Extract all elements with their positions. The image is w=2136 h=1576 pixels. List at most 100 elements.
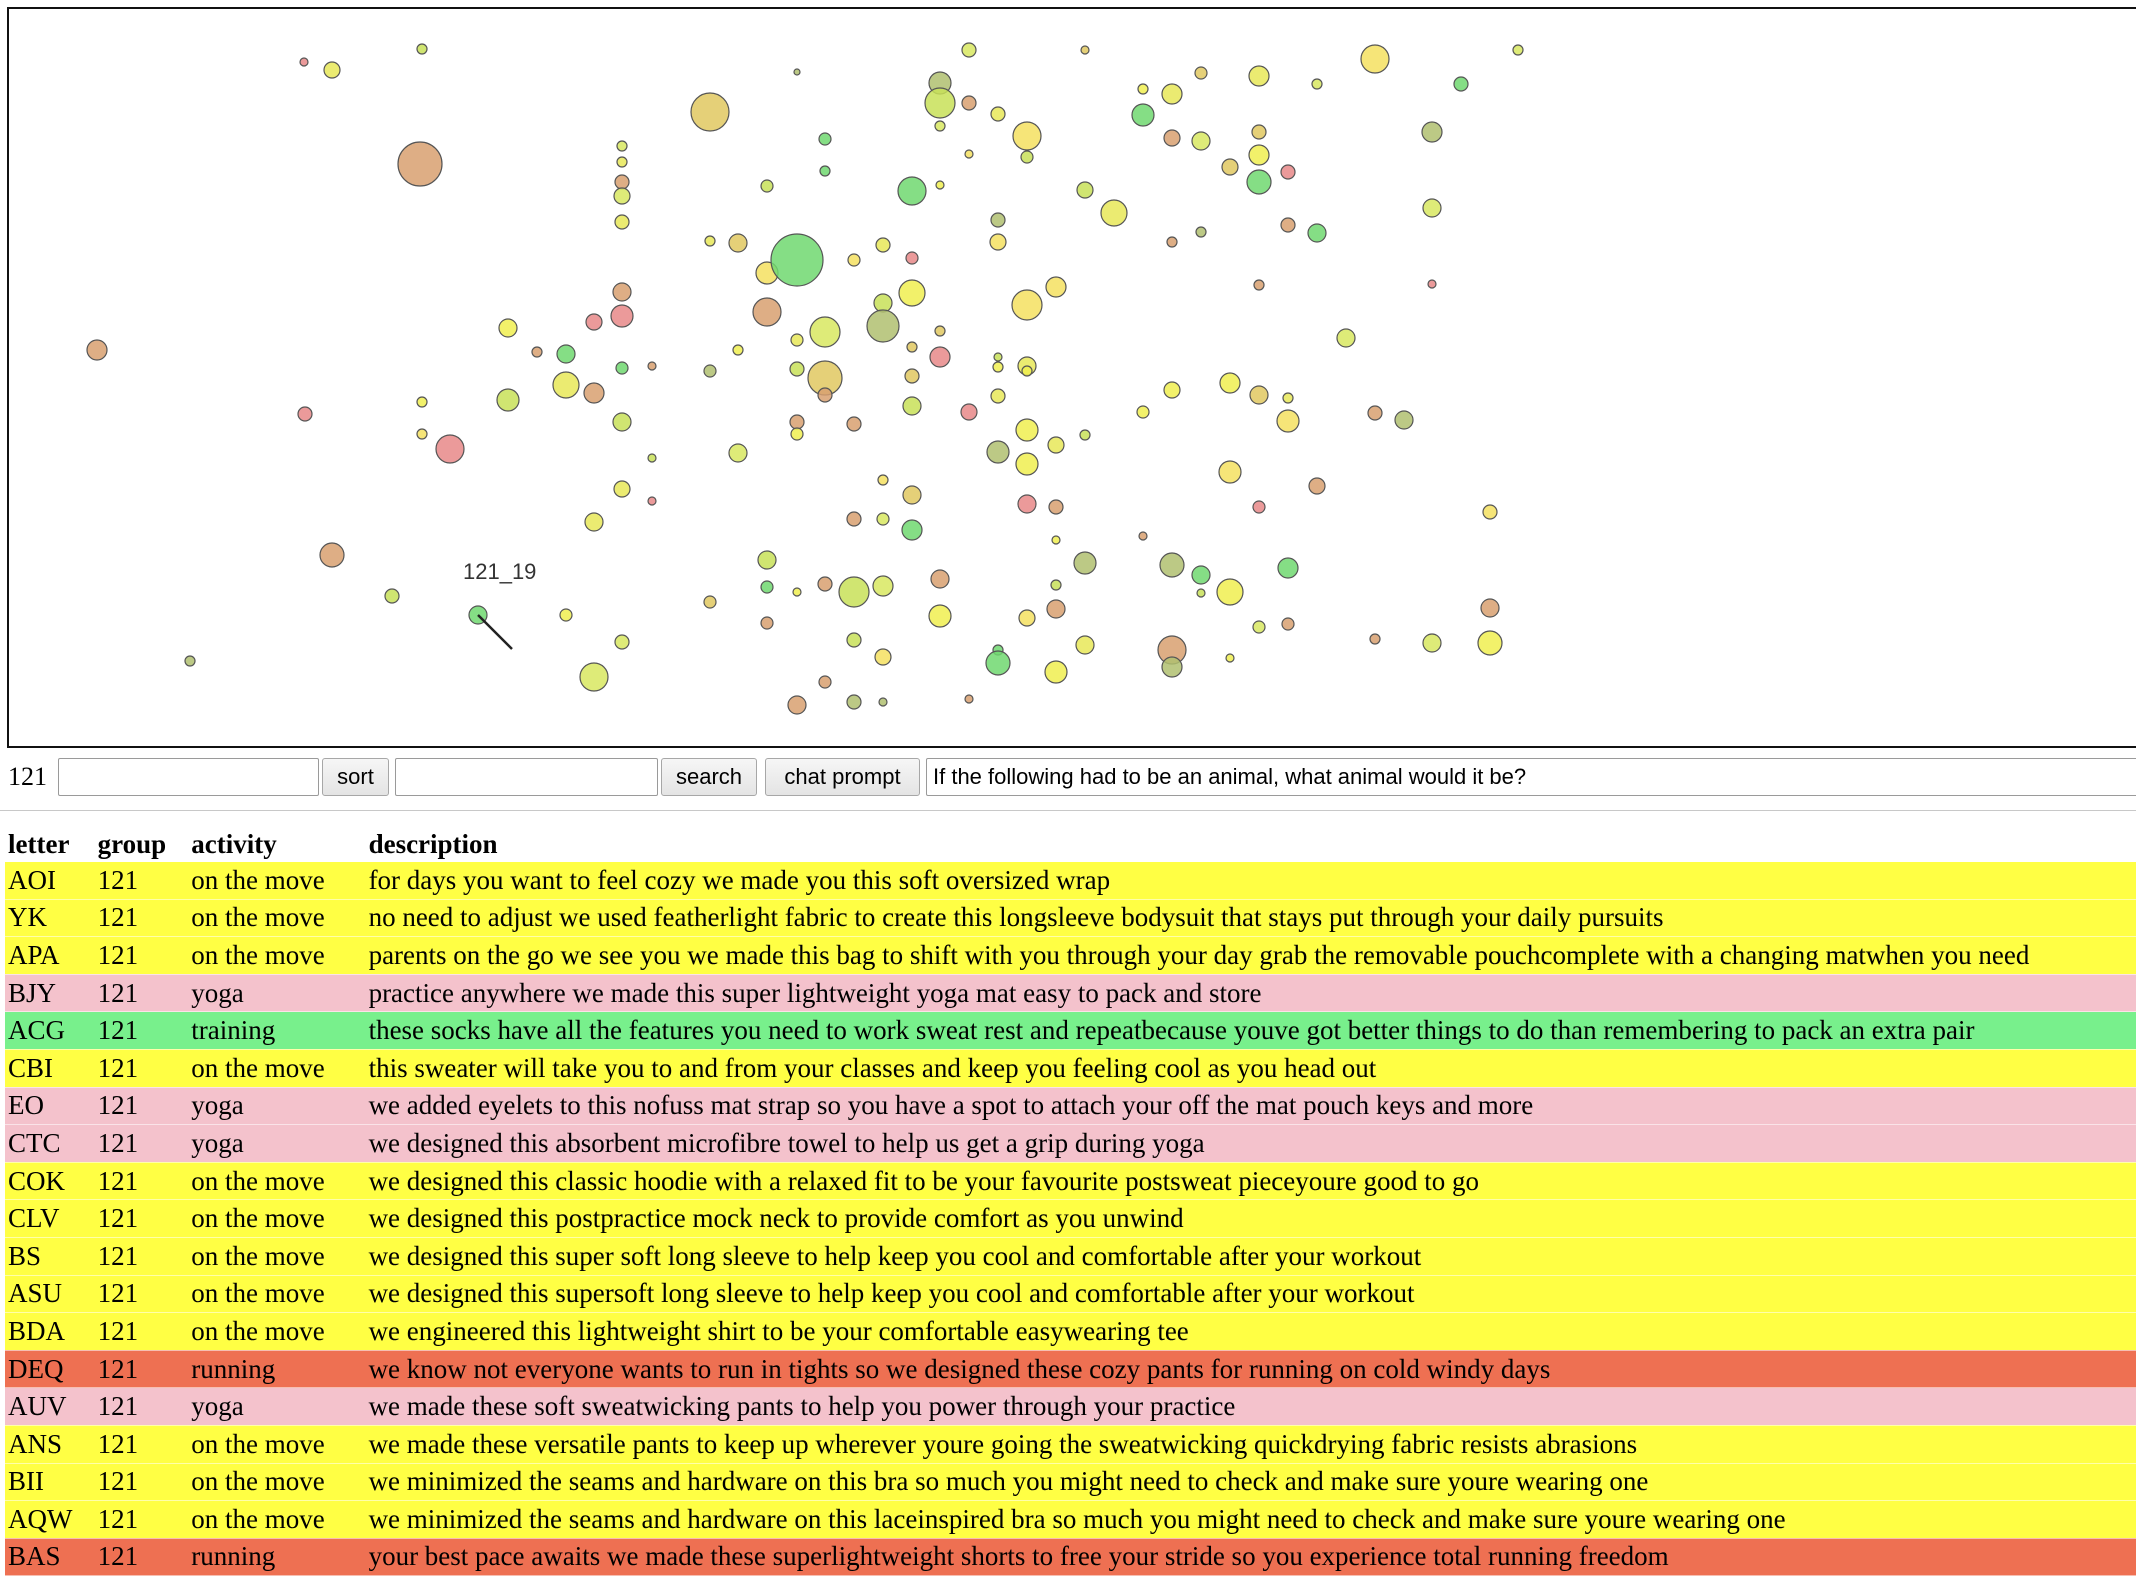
scatter-point[interactable] (874, 648, 892, 666)
sort-input[interactable] (58, 758, 319, 796)
scatter-point[interactable] (757, 550, 777, 570)
table-row[interactable]: CLV 121 on the move we designed this postpr… (5, 1199, 2136, 1238)
scatter-point[interactable] (1367, 405, 1383, 421)
scatter-point[interactable] (613, 480, 631, 498)
scatter-point[interactable] (1159, 552, 1185, 578)
scatter-point[interactable] (789, 361, 805, 377)
scatter-point[interactable] (613, 187, 631, 205)
scatter-point[interactable] (1249, 385, 1269, 405)
scatter-point[interactable] (1044, 660, 1068, 684)
scatter-point[interactable] (1046, 599, 1066, 619)
scatter-point[interactable] (1453, 76, 1469, 92)
scatter-point[interactable] (986, 440, 1010, 464)
scatter-point[interactable] (1166, 236, 1178, 248)
scatter-point[interactable] (752, 297, 782, 327)
scatter-point[interactable] (990, 212, 1006, 228)
scatter-point[interactable] (728, 443, 748, 463)
table-row[interactable]: YK 121 on the move no need to adjust we use… (5, 899, 2136, 938)
scatter-point[interactable] (1422, 633, 1442, 653)
scatter-point[interactable] (985, 650, 1011, 676)
scatter-point[interactable] (1282, 392, 1294, 404)
scatter-point[interactable] (790, 427, 804, 441)
scatter-point[interactable] (1281, 617, 1295, 631)
scatter-point[interactable] (614, 214, 630, 230)
scatter-point[interactable] (1137, 83, 1149, 95)
scatter-point[interactable] (1048, 499, 1064, 515)
scatter-point[interactable] (897, 176, 927, 206)
scatter-point[interactable] (819, 165, 831, 177)
scatter-point[interactable] (961, 95, 977, 111)
scatter-point[interactable] (1421, 121, 1443, 143)
scatter-point[interactable] (878, 697, 888, 707)
scatter-point[interactable] (964, 149, 974, 159)
scatter-point[interactable] (989, 233, 1007, 251)
table-row[interactable]: EO 121 yoga we added eyelets to this nofuss… (5, 1087, 2136, 1126)
scatter-point[interactable] (877, 474, 889, 486)
scatter-point[interactable] (1020, 150, 1034, 164)
scatter-point[interactable] (1280, 164, 1296, 180)
column-header-activity[interactable]: activity (191, 828, 277, 859)
table-row[interactable]: DEQ 121 running we know not everyone wants … (5, 1350, 2136, 1389)
scatter-point[interactable] (792, 587, 802, 597)
scatter-point[interactable] (793, 68, 801, 76)
scatter-point[interactable] (760, 179, 774, 193)
scatter-point[interactable] (1196, 588, 1206, 598)
table-row[interactable]: BJY 121 yoga practice anywhere we made this… (5, 974, 2136, 1013)
scatter-point[interactable] (790, 333, 804, 347)
scatter-point[interactable] (1307, 223, 1327, 243)
scatter-point[interactable] (770, 233, 824, 287)
scatter-point[interactable] (1225, 653, 1235, 663)
table-row[interactable]: BII 121 on the move we minimized the seams … (5, 1463, 2136, 1502)
table-row[interactable]: CBI 121 on the move this sweater will take … (5, 1049, 2136, 1088)
scatter-point[interactable] (610, 304, 634, 328)
scatter-point[interactable] (1512, 44, 1524, 56)
scatter-point[interactable] (416, 396, 428, 408)
scatter-point[interactable] (1246, 169, 1272, 195)
scatter-point[interactable] (924, 87, 956, 119)
scatter-point[interactable] (1194, 66, 1208, 80)
scatter-point[interactable] (1073, 551, 1097, 575)
scatter-point[interactable] (1015, 452, 1039, 476)
scatter-point[interactable] (935, 180, 945, 190)
scatter-point[interactable] (898, 279, 926, 307)
scatter-point[interactable] (1017, 494, 1037, 514)
scatter-point[interactable] (992, 361, 1004, 373)
scatter-point[interactable] (847, 253, 861, 267)
scatter-point[interactable] (1015, 418, 1039, 442)
scatter-point[interactable] (993, 352, 1003, 362)
scatter-point[interactable] (647, 496, 657, 506)
scatter-point[interactable] (579, 662, 609, 692)
scatter-point[interactable] (616, 156, 628, 168)
scatter-point[interactable] (647, 361, 657, 371)
table-row[interactable]: BDA 121 on the move we engineered this ligh… (5, 1312, 2136, 1351)
scatter-point[interactable] (838, 576, 870, 608)
scatter-point[interactable] (930, 569, 950, 589)
scatter-point[interactable] (1253, 279, 1265, 291)
prompt-input[interactable]: If the following had to be an animal, wh… (926, 758, 2136, 796)
scatter-point[interactable] (1477, 630, 1503, 656)
scatter-point[interactable] (299, 57, 309, 67)
scatter-point[interactable] (1021, 365, 1033, 377)
scatter-point[interactable] (397, 141, 443, 187)
scatter-point[interactable] (817, 576, 833, 592)
scatter-point[interactable] (1480, 598, 1500, 618)
scatter-point[interactable] (787, 695, 807, 715)
scatter-point[interactable] (1394, 410, 1414, 430)
scatter-point[interactable] (760, 580, 774, 594)
scatter-point[interactable] (435, 434, 465, 464)
scatter-point[interactable] (614, 174, 630, 190)
scatter-point[interactable] (901, 519, 923, 541)
scatter-point[interactable] (384, 588, 400, 604)
scatter-point[interactable] (809, 316, 841, 348)
scatter-point[interactable] (1252, 620, 1266, 634)
scatter-point[interactable] (703, 595, 717, 609)
table-row[interactable]: ANS 121 on the move we made these versatile… (5, 1425, 2136, 1464)
scatter-point[interactable] (1136, 405, 1150, 419)
scatter-point[interactable] (875, 237, 891, 253)
scatter-point[interactable] (876, 512, 890, 526)
scatter-point[interactable] (872, 575, 894, 597)
bubble-scatter-plot[interactable]: 121_19 (7, 7, 2136, 748)
scatter-point[interactable] (1131, 103, 1155, 127)
scatter-point[interactable] (552, 371, 580, 399)
scatter-point[interactable] (866, 309, 900, 343)
